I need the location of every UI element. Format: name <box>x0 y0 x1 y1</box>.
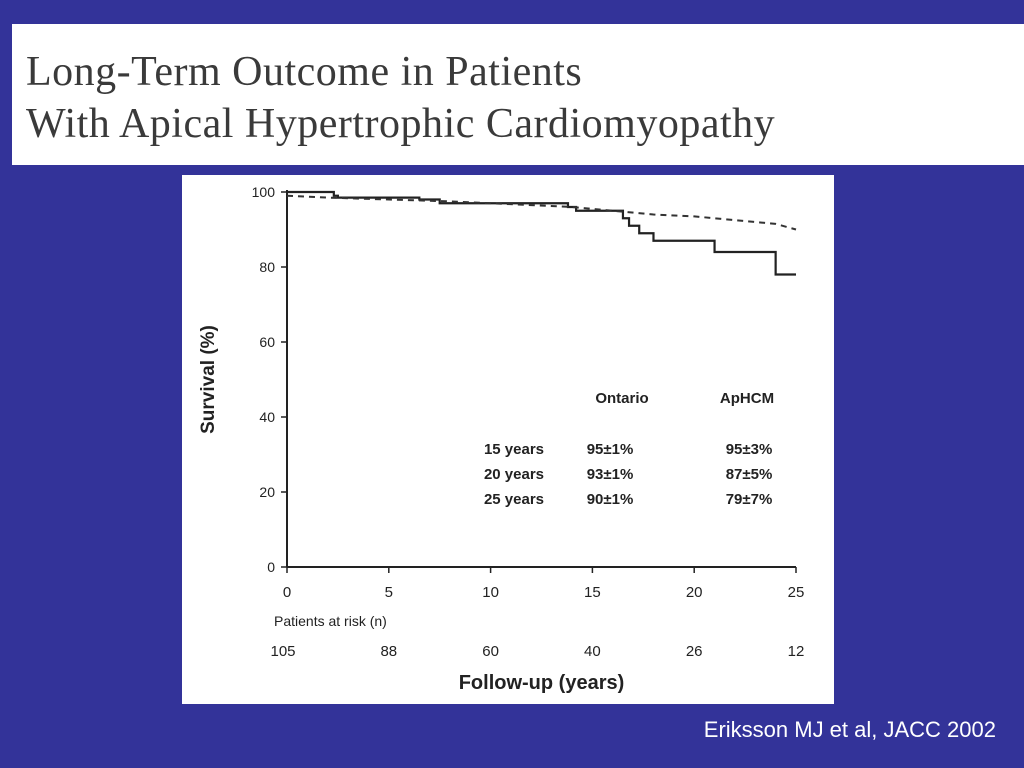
inset-table-cell: 95±1% <box>587 441 634 458</box>
inset-table-cell: 95±3% <box>726 441 773 458</box>
patients-at-risk-value: 105 <box>270 643 295 660</box>
x-tick-label: 10 <box>482 584 499 601</box>
y-tick-label: 80 <box>259 259 275 275</box>
inset-table-cell: 90±1% <box>587 491 634 508</box>
inset-table-header: Ontario <box>595 390 648 407</box>
x-tick-label: 15 <box>584 584 601 601</box>
patients-at-risk-value: 40 <box>584 643 601 660</box>
y-axis-label: Survival (%) <box>198 325 219 434</box>
x-tick-label: 20 <box>686 584 703 601</box>
x-tick-label: 0 <box>283 584 291 601</box>
survival-chart: 0 20 40 60 80 100 0 5 10 15 20 25 Survival (%) Ontari… <box>198 184 805 694</box>
slide-title-line-1: Long-Term Outcome in Patients <box>26 49 583 95</box>
y-tick-label: 20 <box>259 484 275 500</box>
inset-table-row-label: 20 years <box>484 466 544 483</box>
chart-panel: 0 20 40 60 80 100 0 5 10 15 20 25 Survival (%) Ontari… <box>182 175 834 704</box>
inset-table-row-label: 25 years <box>484 491 544 508</box>
x-tick-label: 5 <box>385 584 393 601</box>
y-tick-label: 0 <box>267 559 275 575</box>
title-banner: Long-Term Outcome in Patients With Apica… <box>12 24 1024 165</box>
citation: Eriksson MJ et al, JACC 2002 <box>703 717 996 742</box>
series-line-dashed <box>286 194 797 231</box>
series-line-solid <box>287 190 796 276</box>
patients-at-risk-value: 60 <box>482 643 499 660</box>
slide-title-line-2: With Apical Hypertrophic Cardiomyopathy <box>26 101 776 147</box>
y-tick-label: 100 <box>252 184 276 200</box>
y-tick-label: 40 <box>259 409 275 425</box>
inset-table-row-label: 15 years <box>484 441 544 458</box>
x-axis-label: Follow-up (years) <box>459 672 625 694</box>
inset-table-cell: 87±5% <box>726 466 773 483</box>
patients-at-risk-value: 12 <box>788 643 805 660</box>
y-tick-label: 60 <box>259 334 275 350</box>
patients-at-risk-value: 88 <box>380 643 397 660</box>
x-tick-label: 25 <box>788 584 805 601</box>
patients-at-risk-value: 26 <box>686 643 703 660</box>
inset-table-cell: 79±7% <box>726 491 773 508</box>
inset-table-cell: 93±1% <box>587 466 634 483</box>
inset-table-header: ApHCM <box>720 390 774 407</box>
patients-at-risk-label: Patients at risk (n) <box>274 613 387 629</box>
